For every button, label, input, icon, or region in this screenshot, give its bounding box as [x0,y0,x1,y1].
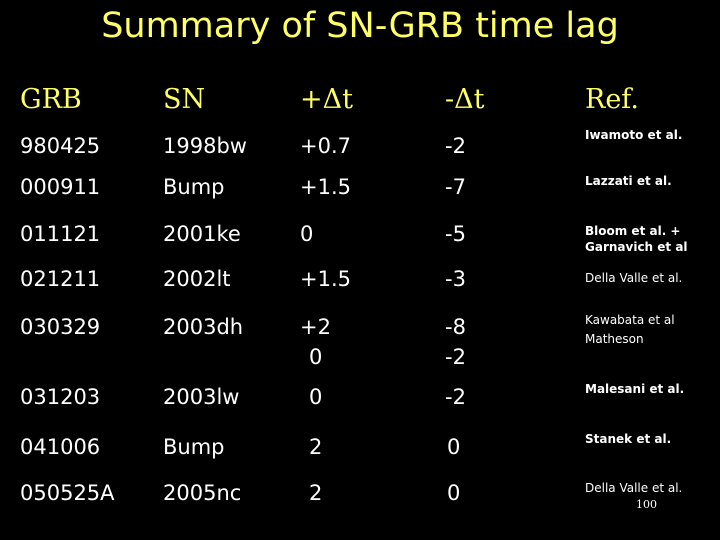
cell-sn: 2001ke [163,222,241,246]
cell-grb: 980425 [20,134,101,158]
cell-minus-dt: -2 [445,385,466,409]
cell-sn: Bump [163,435,225,459]
cell-ref: Stanek et al. [585,432,672,446]
cell-ref: Malesani et al. [585,382,685,396]
cell-plus-dt: +1.5 [300,267,351,291]
cell-sn: 2002lt [163,267,231,291]
cell-grb: 021211 [20,267,101,291]
cell-grb: 041006 [20,435,101,459]
cell-minus-dt: -7 [445,175,466,199]
cell-plus-dt: +0.7 [300,134,351,158]
cell-plus-dt: 0 [300,222,314,246]
cell-sn: 2003dh [163,315,244,339]
cell-minus-dt: -5 [445,222,466,246]
cell-minus-dt: 0 [447,481,461,505]
cell-ref: Della Valle et al. [585,271,683,285]
cell-grb: 031203 [20,385,101,409]
cell-grb: 050525A [20,481,115,505]
cell-plus-dt-alt: 0 [309,345,323,369]
header-ref: Ref. [585,84,639,115]
cell-grb: 000911 [20,175,101,199]
header-sn: SN [163,84,206,115]
cell-ref: Iwamoto et al. [585,128,683,142]
cell-sn: 2005nc [163,481,242,505]
cell-plus-dt: 0 [309,385,323,409]
page-number: 100 [636,498,657,511]
cell-minus-dt: -3 [445,267,466,291]
header-plus-dt: +Δt [300,84,353,115]
cell-sn: 2003lw [163,385,240,409]
cell-ref: Matheson [585,332,644,346]
cell-plus-dt: +2 [300,315,331,339]
header-minus-dt: -Δt [445,84,485,115]
slide-title: Summary of SN-GRB time lag [101,6,619,46]
cell-ref: Bloom et al. + [585,224,681,238]
cell-minus-dt: 0 [447,435,461,459]
cell-sn: 1998bw [163,134,247,158]
header-grb: GRB [20,84,82,115]
cell-plus-dt: +1.5 [300,175,351,199]
cell-grb: 011121 [20,222,101,246]
cell-plus-dt: 2 [309,481,323,505]
cell-grb: 030329 [20,315,101,339]
cell-ref: Della Valle et al. [585,481,683,495]
cell-minus-dt: -8 [445,315,466,339]
cell-minus-dt-alt: -2 [445,345,466,369]
cell-plus-dt: 2 [309,435,323,459]
cell-ref: Lazzati et al. [585,174,672,188]
cell-ref: Garnavich et al [585,240,688,254]
cell-ref: Kawabata et al [585,313,675,327]
cell-minus-dt: -2 [445,134,466,158]
cell-sn: Bump [163,175,225,199]
